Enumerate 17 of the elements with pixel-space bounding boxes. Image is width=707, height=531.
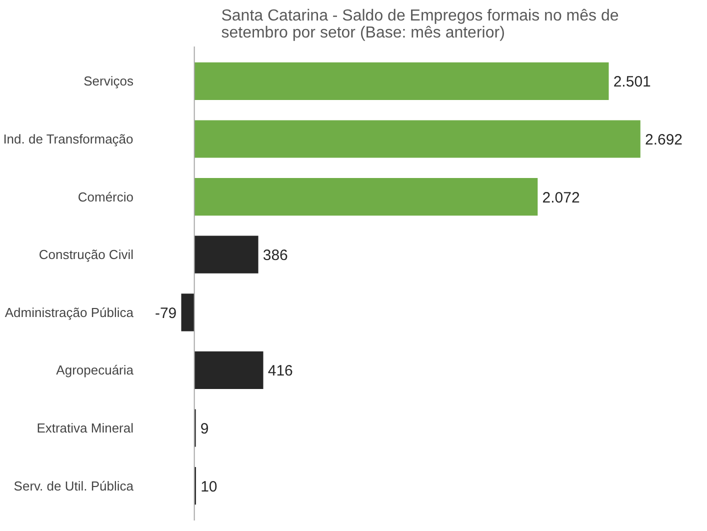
data-label: 10 xyxy=(200,478,218,496)
data-label: 386 xyxy=(262,247,288,264)
data-label: 2.072 xyxy=(542,189,580,206)
data-label: 416 xyxy=(268,362,293,380)
y-tick-label: Serviços xyxy=(84,74,134,89)
data-label: 9 xyxy=(200,420,209,438)
y-tick-label: Agropecuária xyxy=(56,362,134,378)
y-tick-label: Comércio xyxy=(78,189,134,204)
y-tick-label: Administração Pública xyxy=(4,304,134,320)
data-label: -79 xyxy=(154,304,177,322)
y-tick-label: Construção Civil xyxy=(38,247,134,262)
data-label: 2.501 xyxy=(613,74,651,91)
y-tick-label: Ind. de Transformação xyxy=(3,131,134,146)
data-label: 2.692 xyxy=(644,131,683,148)
y-tick-label: Extrativa Mineral xyxy=(36,420,134,436)
y-tick-label: Serv. de Util. Pública xyxy=(14,478,134,494)
chart-title: Santa Catarina - Saldo de Empregos formais no mês de setembro por setor (Base: mês anterior) xyxy=(221,8,619,42)
